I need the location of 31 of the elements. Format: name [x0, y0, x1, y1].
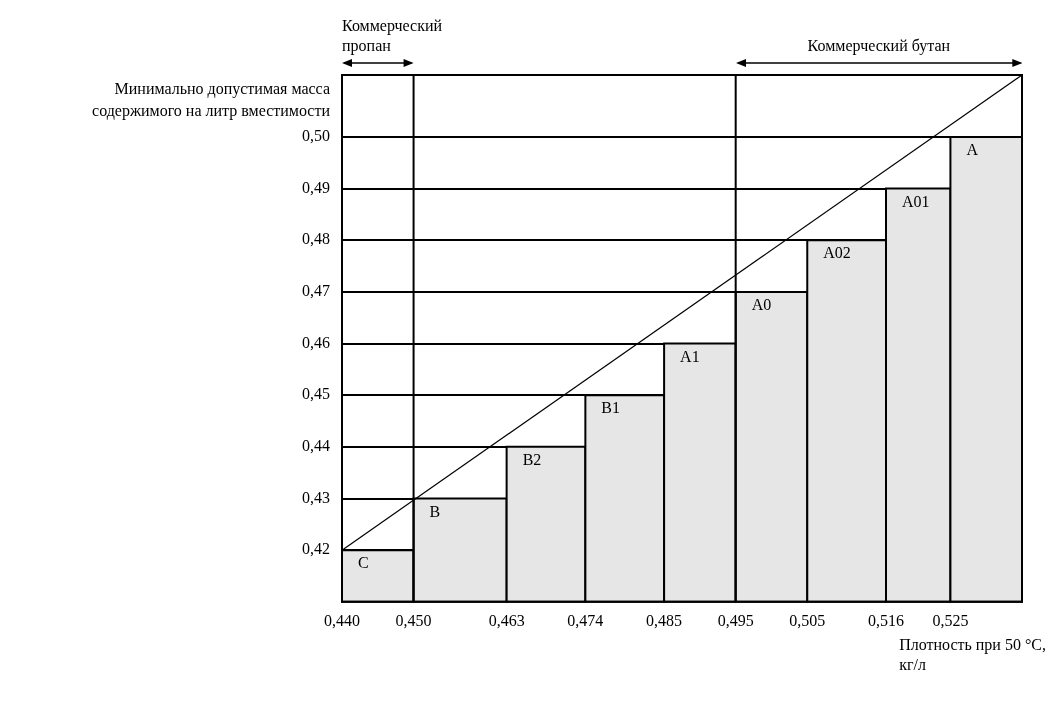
x-tick-label: 0,474: [567, 611, 604, 629]
x-tick-label: 0,516: [868, 611, 904, 629]
y-tick-label: 0,44: [302, 437, 330, 455]
y-tick-label: 0,48: [302, 230, 330, 248]
y-tick-label: 0,45: [302, 385, 330, 403]
data-label: A: [966, 141, 979, 159]
x-tick-label: 0,450: [395, 611, 432, 629]
y-tick-label: 0,46: [302, 333, 330, 351]
y-tick-label: 0,49: [302, 178, 330, 196]
y-tick-label: 0,50: [302, 127, 330, 145]
x-tick-label: 0,463: [488, 611, 525, 629]
data-label: A0: [751, 296, 772, 314]
data-label: C: [358, 554, 369, 572]
x-tick-label: 0,505: [789, 611, 826, 629]
x-tick-label: 0,495: [717, 611, 754, 629]
y-tick-label: 0,42: [302, 540, 330, 558]
data-label: A01: [902, 192, 930, 210]
y-tick-label: 0,43: [302, 488, 330, 506]
x-tick-label: 0,485: [646, 611, 683, 629]
text: Коммерческий пропан: [342, 17, 443, 56]
data-label: B1: [601, 399, 621, 417]
data-label: B: [429, 502, 441, 520]
text: Коммерческий бутан: [807, 37, 951, 56]
data-label: B2: [522, 451, 542, 469]
data-label: A1: [680, 347, 700, 365]
x-tick-label: 0,525: [932, 611, 969, 629]
x-tick-label: 0,440: [324, 611, 360, 629]
y-axis-title: Минимально допустимая масса содержимого на литр вместимости: [92, 80, 331, 121]
data-label: A02: [823, 244, 851, 262]
x-axis-title: Плотность при 50 °C, кг/л: [899, 636, 1047, 673]
y-tick-label: 0,47: [302, 282, 330, 300]
